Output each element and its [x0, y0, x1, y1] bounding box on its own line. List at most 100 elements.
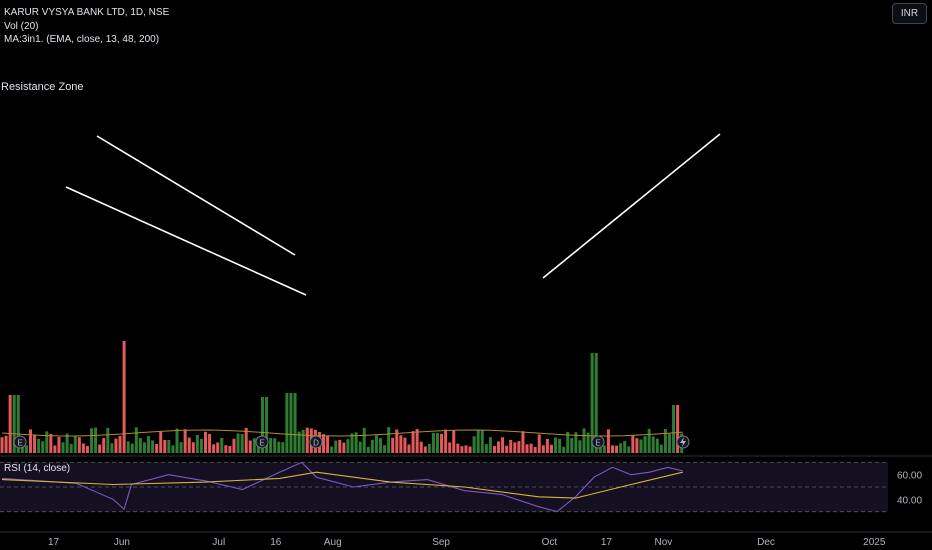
- volume-bar: [676, 405, 680, 453]
- volume-bar: [533, 446, 537, 453]
- rsi-label: RSI (14, close): [4, 463, 70, 474]
- time-axis-label: Nov: [655, 537, 673, 548]
- time-axis-label: 17: [48, 537, 60, 548]
- volume-bar: [269, 437, 273, 453]
- volume-bar: [293, 393, 297, 453]
- volume-bar: [448, 442, 452, 453]
- volume-bar: [199, 438, 203, 453]
- volume-bar: [57, 437, 61, 453]
- volume-bar: [265, 397, 269, 453]
- event-marker-icon[interactable]: [591, 435, 605, 449]
- volume-bar: [419, 441, 423, 453]
- volume-bar: [37, 438, 41, 453]
- volume-bar: [521, 431, 525, 453]
- volume-bar: [155, 443, 159, 453]
- volume-bar: [574, 432, 578, 453]
- volume-bar: [435, 433, 439, 453]
- volume-bar: [73, 435, 77, 453]
- volume-bar: [122, 341, 126, 453]
- time-axis-label: Jul: [212, 537, 225, 548]
- event-marker-icon[interactable]: [13, 435, 27, 449]
- symbol-title: KARUR VYSYA BANK LTD, 1D, NSE: [4, 7, 170, 18]
- volume-bar: [464, 445, 468, 453]
- volume-bar: [326, 435, 330, 453]
- event-marker-icon[interactable]: [309, 435, 323, 449]
- volume-bar: [90, 428, 94, 453]
- volume-bar: [191, 442, 195, 453]
- volume-bar: [627, 446, 631, 453]
- volume-bar: [423, 446, 427, 453]
- descending-trendline-lower[interactable]: [65, 186, 307, 296]
- volume-bar: [562, 446, 566, 453]
- volume-bar: [611, 445, 614, 453]
- volume-bar: [635, 438, 639, 453]
- time-axis-label: Sep: [432, 537, 450, 548]
- ascending-trendline[interactable]: [542, 133, 721, 279]
- volume-bar: [659, 444, 663, 453]
- volume-bar: [379, 438, 383, 453]
- volume-bar: [175, 428, 179, 453]
- volume-bar: [619, 443, 623, 453]
- event-marker-letter: E: [595, 439, 600, 448]
- volume-bar: [338, 439, 342, 453]
- volume-bar: [460, 446, 464, 453]
- volume-bar: [0, 437, 4, 453]
- volume-bar: [492, 445, 496, 453]
- volume-bar: [374, 435, 378, 453]
- volume-bar: [228, 446, 232, 453]
- volume-bar: [472, 436, 476, 453]
- volume-bar: [289, 393, 293, 453]
- volume-bar: [452, 430, 456, 453]
- volume-bar: [208, 433, 212, 453]
- volume-bar: [623, 440, 627, 453]
- volume-bar: [220, 437, 224, 453]
- volume-bar: [358, 441, 362, 453]
- volume-bar: [663, 429, 667, 453]
- volume-bar: [643, 436, 647, 453]
- volume-bar: [631, 434, 635, 453]
- volume-bar: [606, 429, 610, 453]
- volume-ma-line: [1, 429, 683, 437]
- volume-bar: [216, 442, 220, 453]
- volume-bar: [403, 437, 407, 453]
- volume-bar: [252, 438, 256, 453]
- volume-bar: [138, 438, 142, 453]
- volume-bar: [204, 431, 207, 453]
- volume-bar: [480, 430, 484, 453]
- volume-bar: [236, 433, 240, 453]
- rsi-ma-line: [1, 471, 683, 499]
- volume-bar: [77, 437, 81, 453]
- volume-bar: [497, 441, 501, 453]
- volume-bar: [4, 435, 8, 453]
- volume-bar: [24, 445, 28, 453]
- price-axis: [888, 0, 932, 455]
- descending-trendline-upper[interactable]: [96, 135, 296, 256]
- time-axis-label: Oct: [542, 537, 558, 548]
- volume-bar: [415, 429, 419, 453]
- rsi-axis-tick: 60.00: [897, 471, 922, 482]
- volume-bar: [334, 440, 338, 453]
- volume-bar: [232, 438, 236, 453]
- volume-bar: [667, 433, 671, 453]
- volume-bar: [558, 438, 562, 453]
- volume-bar: [134, 427, 138, 453]
- volume-bar: [94, 427, 98, 453]
- currency-button[interactable]: INR: [892, 3, 927, 24]
- volume-bar: [566, 431, 570, 453]
- volume-bar: [513, 442, 517, 453]
- volume-bar: [301, 429, 305, 453]
- volume-bar: [362, 427, 366, 453]
- volume-bar: [651, 436, 655, 453]
- volume-bar: [366, 446, 370, 453]
- time-axis-label: Dec: [757, 537, 775, 548]
- volume-bar: [285, 393, 289, 453]
- volume-bar: [53, 445, 57, 453]
- volume-bar: [260, 397, 264, 453]
- volume-bar: [41, 441, 45, 453]
- volume-bar: [383, 445, 387, 453]
- event-marker-icon[interactable]: [255, 435, 269, 449]
- resistance-zone-label: Resistance Zone: [1, 81, 84, 93]
- volume-bar: [570, 437, 574, 453]
- volume-bar: [330, 446, 334, 453]
